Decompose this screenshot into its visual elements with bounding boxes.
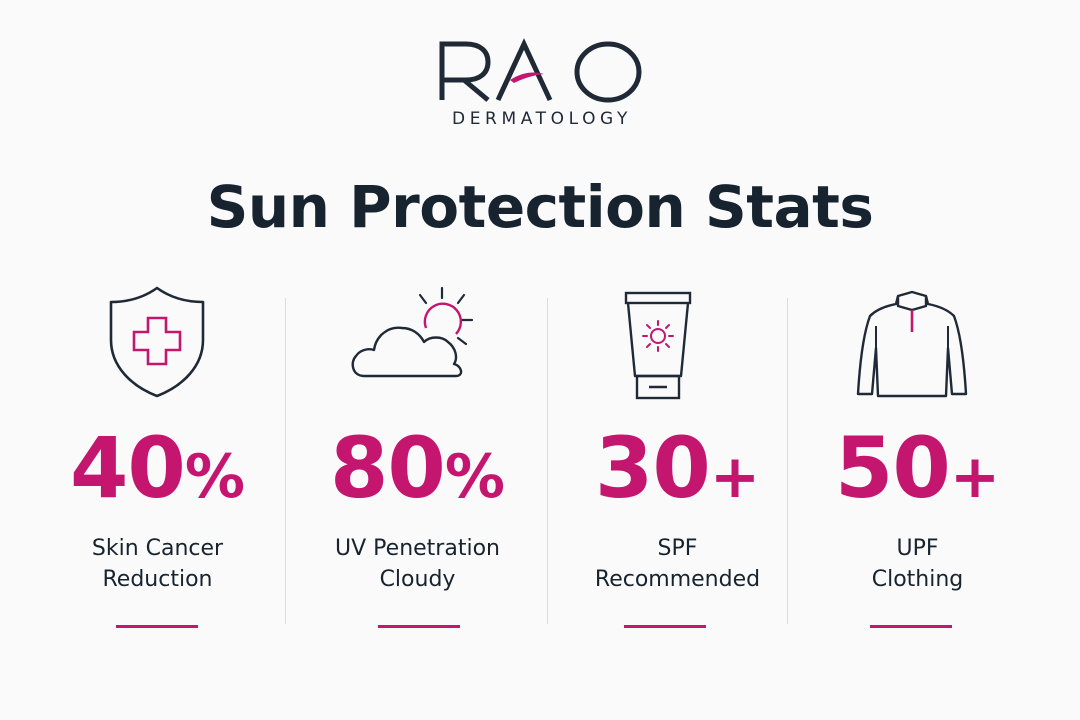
column-divider xyxy=(285,298,286,624)
stat-spf: 30+ SPF Recommended xyxy=(550,280,805,640)
shield-cross-icon xyxy=(109,286,205,398)
stat-underline xyxy=(624,625,706,628)
stat-skin-cancer: 40% Skin Cancer Reduction xyxy=(30,280,285,640)
upf-jacket-icon xyxy=(856,290,968,398)
stat-suffix: % xyxy=(444,442,506,512)
stat-underline xyxy=(870,625,952,628)
stat-label-line: Recommended xyxy=(594,567,761,592)
stats-row: 40% Skin Cancer Reduction xyxy=(30,280,1050,640)
stat-value: 80% xyxy=(329,419,506,517)
stat-value: 30+ xyxy=(594,419,761,517)
logo-subtitle: DERMATOLOGY xyxy=(452,109,632,129)
stat-suffix: + xyxy=(709,442,761,512)
stat-label-line: UV Penetration xyxy=(335,536,500,561)
stat-label-line: Reduction xyxy=(102,567,213,592)
stat-suffix: % xyxy=(184,442,246,512)
stat-label-line: SPF xyxy=(657,536,698,561)
stat-label-line: Clothing xyxy=(871,567,964,592)
stat-upf: 50+ UPF Clothing xyxy=(790,280,1045,640)
stat-value: 40% xyxy=(69,419,246,517)
stat-label-line: UPF xyxy=(896,536,939,561)
stat-label: UV Penetration Cloudy xyxy=(290,533,545,595)
stat-suffix: + xyxy=(949,442,1001,512)
stat-uv-cloudy: 80% UV Penetration Cloudy xyxy=(290,280,545,640)
stat-label-line: Skin Cancer xyxy=(91,536,224,561)
page-title: Sun Protection Stats xyxy=(206,173,874,241)
stat-label: Skin Cancer Reduction xyxy=(30,533,285,595)
stat-label: UPF Clothing xyxy=(790,533,1045,595)
logo: DERMATOLOGY xyxy=(0,0,1080,140)
column-divider xyxy=(787,298,788,624)
stat-label: SPF Recommended xyxy=(550,533,805,595)
stat-value: 50+ xyxy=(834,419,1001,517)
column-divider xyxy=(547,298,548,624)
cloud-sun-icon xyxy=(351,286,474,378)
rao-logo-mark xyxy=(439,38,642,103)
stat-label-line: Cloudy xyxy=(379,567,456,592)
sunscreen-tube-icon xyxy=(624,291,692,400)
stat-underline xyxy=(116,625,198,628)
stat-underline xyxy=(378,625,460,628)
